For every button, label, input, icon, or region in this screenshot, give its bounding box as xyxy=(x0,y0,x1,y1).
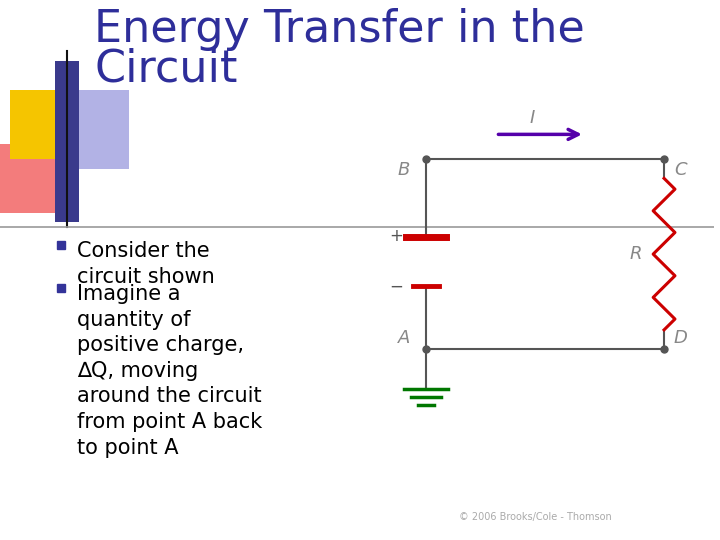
Polygon shape xyxy=(0,144,64,213)
Text: A: A xyxy=(398,329,410,347)
Text: I: I xyxy=(530,109,535,126)
Text: +: + xyxy=(390,227,403,245)
Text: © 2006 Brooks/Cole - Thomson: © 2006 Brooks/Cole - Thomson xyxy=(459,512,611,522)
Text: R: R xyxy=(630,245,642,263)
Text: Circuit: Circuit xyxy=(94,48,238,90)
Text: B: B xyxy=(398,161,410,179)
Polygon shape xyxy=(79,90,129,168)
Text: −: − xyxy=(390,278,403,296)
Polygon shape xyxy=(55,61,79,222)
Text: Energy Transfer in the: Energy Transfer in the xyxy=(94,8,585,51)
Text: Consider the
circuit shown: Consider the circuit shown xyxy=(77,241,215,287)
Text: Imagine a
quantity of
positive charge,
∆Q, moving
around the circuit
from point : Imagine a quantity of positive charge, ∆… xyxy=(77,284,263,457)
Polygon shape xyxy=(10,90,79,159)
Text: D: D xyxy=(674,329,688,347)
Text: C: C xyxy=(674,161,687,179)
